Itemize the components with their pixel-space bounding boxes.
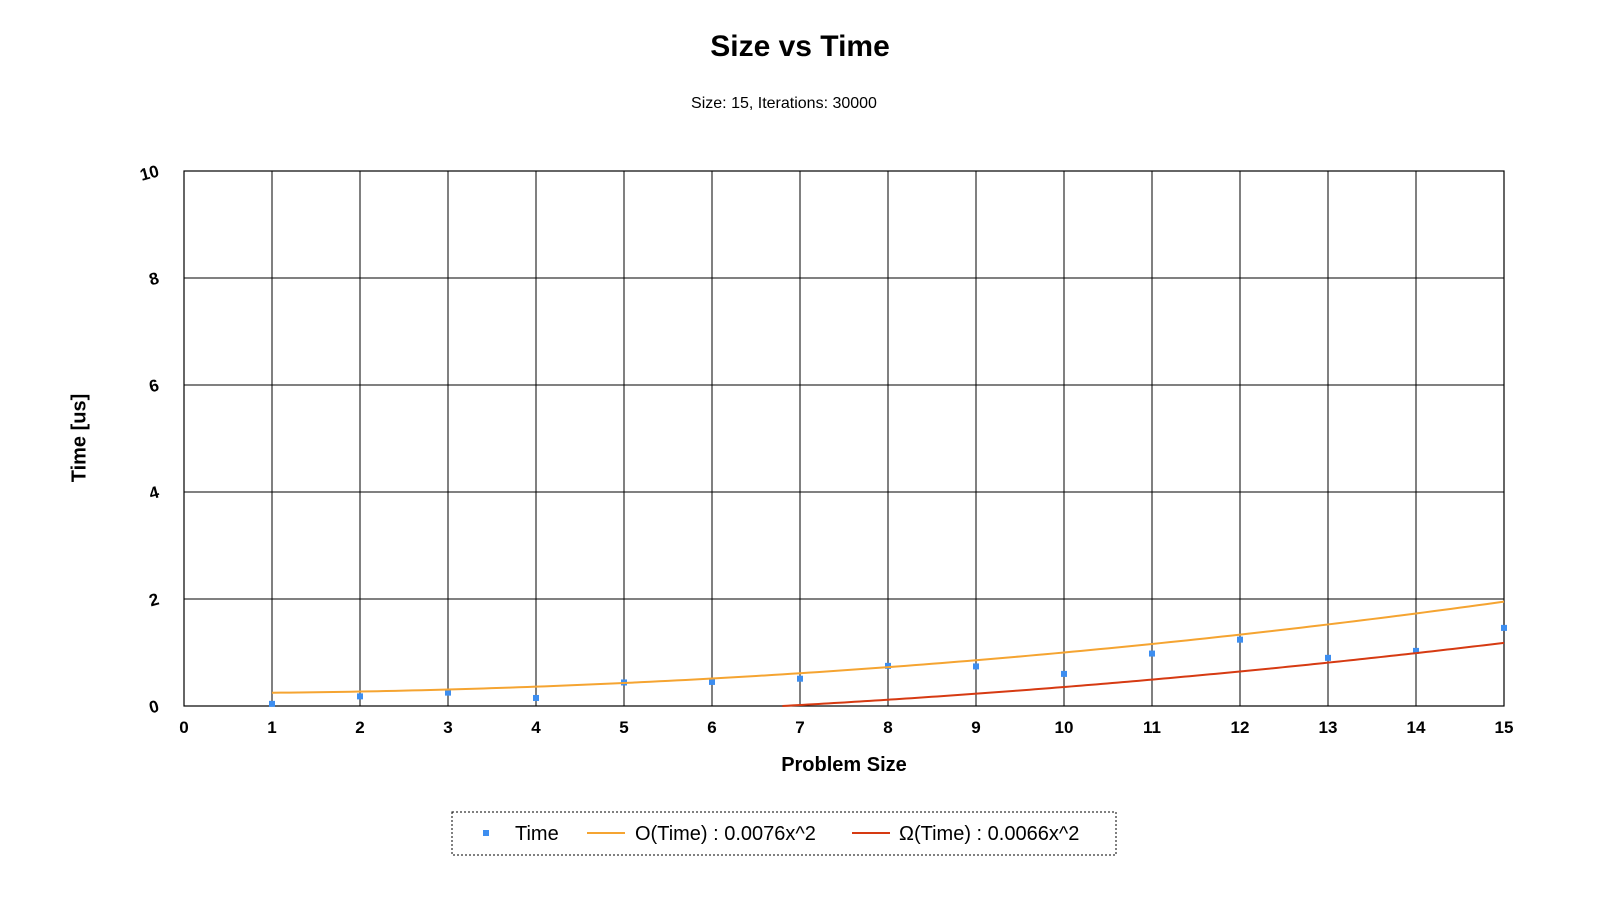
x-tick-label: 8 [883, 718, 892, 737]
gridlines [184, 171, 1504, 706]
x-tick-label: 12 [1231, 718, 1250, 737]
x-axis-label: Problem Size [781, 754, 907, 776]
data-point [1061, 670, 1067, 677]
y-axis-label: Time [us] [68, 394, 90, 483]
legend-box [451, 811, 1117, 856]
x-tick-label: 6 [707, 718, 716, 737]
series-layer [269, 600, 1507, 707]
x-tick-label: 2 [355, 718, 364, 737]
data-point [269, 700, 275, 707]
y-tick-label: 10 [138, 162, 161, 185]
y-tick-label: 0 [147, 697, 161, 718]
data-point [357, 693, 363, 700]
data-point [1413, 647, 1419, 654]
data-point [885, 662, 891, 669]
y-tick-label: 4 [147, 482, 162, 503]
data-point [973, 663, 979, 670]
legend-label-omega-time: Ω(Time) : 0.0066x^2 [899, 823, 1079, 845]
y-tick-label: 8 [147, 269, 161, 290]
x-tick-label: 15 [1495, 718, 1514, 737]
x-tick-label: 9 [971, 718, 980, 737]
data-point [1325, 654, 1331, 661]
x-tick-label: 13 [1319, 718, 1338, 737]
data-point [1501, 624, 1507, 631]
legend-label-o-time: O(Time) : 0.0076x^2 [635, 823, 816, 845]
x-tick-label: 0 [179, 718, 188, 737]
data-point [533, 694, 539, 701]
plot-frame [183, 170, 1505, 707]
chart-title: Size vs Time [710, 30, 890, 63]
x-tick-label: 4 [531, 718, 541, 737]
series-line-2 [782, 641, 1505, 707]
x-axis-ticks: 0 1 2 3 4 5 6 7 8 9 10 11 12 13 14 15 [179, 718, 1513, 737]
legend-marker-time [483, 830, 489, 836]
x-tick-label: 1 [267, 718, 276, 737]
data-point [709, 678, 715, 685]
x-tick-label: 3 [443, 718, 452, 737]
y-tick-label: 6 [147, 376, 161, 397]
x-tick-label: 7 [795, 718, 804, 737]
legend-label-time: Time [515, 823, 559, 845]
y-axis-ticks: 0 2 4 6 8 10 [138, 162, 162, 718]
x-tick-label: 11 [1143, 718, 1161, 737]
x-tick-label: 14 [1407, 718, 1426, 737]
x-tick-label: 10 [1055, 718, 1074, 737]
chart-subtitle: Size: 15, Iterations: 30000 [691, 95, 877, 112]
series-line-1 [271, 600, 1505, 694]
data-point [797, 675, 803, 682]
data-point [1149, 650, 1155, 657]
data-point [445, 689, 451, 696]
data-point [1237, 636, 1243, 643]
y-tick-label: 2 [147, 590, 161, 611]
x-tick-label: 5 [619, 718, 628, 737]
legend: Time O(Time) : 0.0076x^2 Ω(Time) : 0.006… [451, 811, 1117, 856]
